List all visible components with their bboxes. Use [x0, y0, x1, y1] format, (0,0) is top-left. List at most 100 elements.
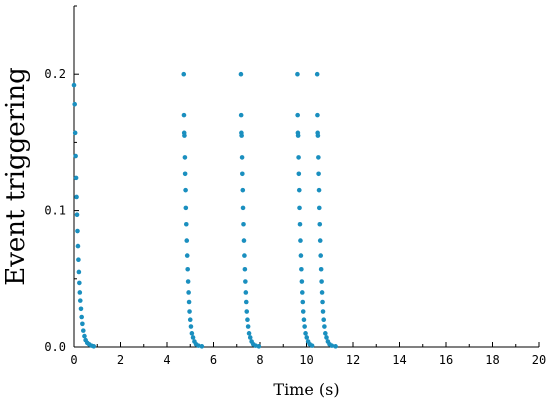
data-point: [322, 324, 327, 329]
data-point: [240, 171, 245, 177]
data-point: [317, 221, 323, 227]
x-tick-label: 20: [532, 353, 546, 367]
data-point: [295, 133, 301, 138]
data-point: [316, 205, 322, 211]
data-point: [77, 298, 83, 303]
data-point: [186, 299, 192, 305]
data-point: [301, 317, 307, 323]
data-point: [329, 343, 335, 348]
data-point: [319, 279, 324, 284]
data-point: [315, 133, 321, 138]
data-points: [71, 71, 338, 349]
x-axis-title: Time (s): [273, 380, 339, 399]
x-tick-label: 14: [392, 353, 406, 367]
data-point: [298, 238, 303, 243]
data-point: [320, 299, 325, 305]
data-point: [300, 299, 306, 305]
data-point: [256, 344, 262, 349]
data-point: [238, 71, 244, 77]
data-point: [185, 266, 190, 272]
x-tick-label: 4: [163, 353, 170, 367]
x-tick-label: 6: [210, 353, 217, 367]
data-point: [242, 266, 248, 272]
data-point: [239, 155, 245, 160]
y-tick-label: 0.0: [44, 340, 66, 354]
data-point: [300, 290, 305, 295]
data-point: [188, 324, 194, 329]
data-point: [183, 221, 189, 227]
data-point: [314, 71, 320, 77]
data-point: [77, 290, 83, 295]
data-point: [182, 133, 187, 138]
data-point: [74, 194, 79, 200]
data-point: [183, 205, 189, 211]
data-point: [317, 238, 323, 243]
data-point: [82, 333, 87, 339]
x-tick-label: 16: [439, 353, 453, 367]
data-point: [187, 309, 192, 314]
data-point: [182, 171, 188, 177]
data-point: [73, 153, 78, 159]
data-point: [309, 343, 315, 348]
data-point: [300, 309, 306, 314]
data-point: [199, 344, 205, 349]
x-tick-label: 18: [485, 353, 499, 367]
y-tick-label: 0.2: [44, 67, 66, 81]
data-point: [239, 133, 244, 138]
data-point: [78, 306, 84, 312]
data-point: [72, 130, 78, 136]
data-point: [315, 112, 320, 118]
data-point: [73, 175, 79, 181]
data-point: [185, 279, 191, 284]
data-point: [75, 243, 81, 249]
data-point: [316, 155, 321, 160]
data-point: [296, 155, 301, 160]
y-axis-title: Event triggering: [1, 67, 31, 286]
data-point: [302, 324, 307, 329]
data-point: [320, 309, 326, 314]
data-point: [76, 269, 82, 275]
data-point: [91, 344, 97, 349]
data-point: [80, 321, 85, 327]
x-tick-label: 2: [117, 353, 124, 367]
data-point: [299, 266, 304, 272]
data-point: [333, 344, 338, 349]
data-point: [318, 266, 324, 272]
data-point: [240, 205, 246, 211]
data-point: [297, 221, 303, 227]
data-point: [316, 171, 321, 177]
data-point: [316, 187, 322, 193]
x-tick-label: 12: [346, 353, 360, 367]
data-point: [243, 279, 248, 284]
data-point: [298, 253, 304, 258]
x-tick-label: 8: [256, 353, 263, 367]
tick-marks: 0 2 4 6 8 10 12 14 16 18 20 0.0 0.1 0.2: [44, 5, 546, 367]
x-tick-label: 10: [299, 353, 313, 367]
axes: [73, 6, 539, 348]
data-point: [299, 279, 305, 284]
data-point: [243, 299, 249, 305]
data-point: [75, 228, 80, 234]
data-point: [72, 101, 77, 107]
data-point: [182, 155, 188, 160]
data-point: [297, 205, 302, 211]
data-point: [181, 71, 187, 77]
data-point: [190, 335, 196, 340]
data-point: [319, 290, 325, 295]
data-point: [245, 324, 251, 329]
data-point: [184, 238, 190, 243]
data-point: [321, 317, 327, 323]
data-point: [243, 290, 249, 295]
data-point: [318, 253, 323, 258]
data-point: [303, 331, 308, 336]
y-tick-label: 0.1: [44, 204, 66, 218]
data-point: [76, 257, 81, 263]
data-point: [186, 290, 191, 295]
data-point: [187, 317, 193, 323]
data-point: [296, 171, 302, 177]
data-point: [184, 253, 190, 258]
data-point: [183, 187, 188, 193]
data-point: [247, 335, 253, 340]
data-point: [241, 238, 247, 243]
